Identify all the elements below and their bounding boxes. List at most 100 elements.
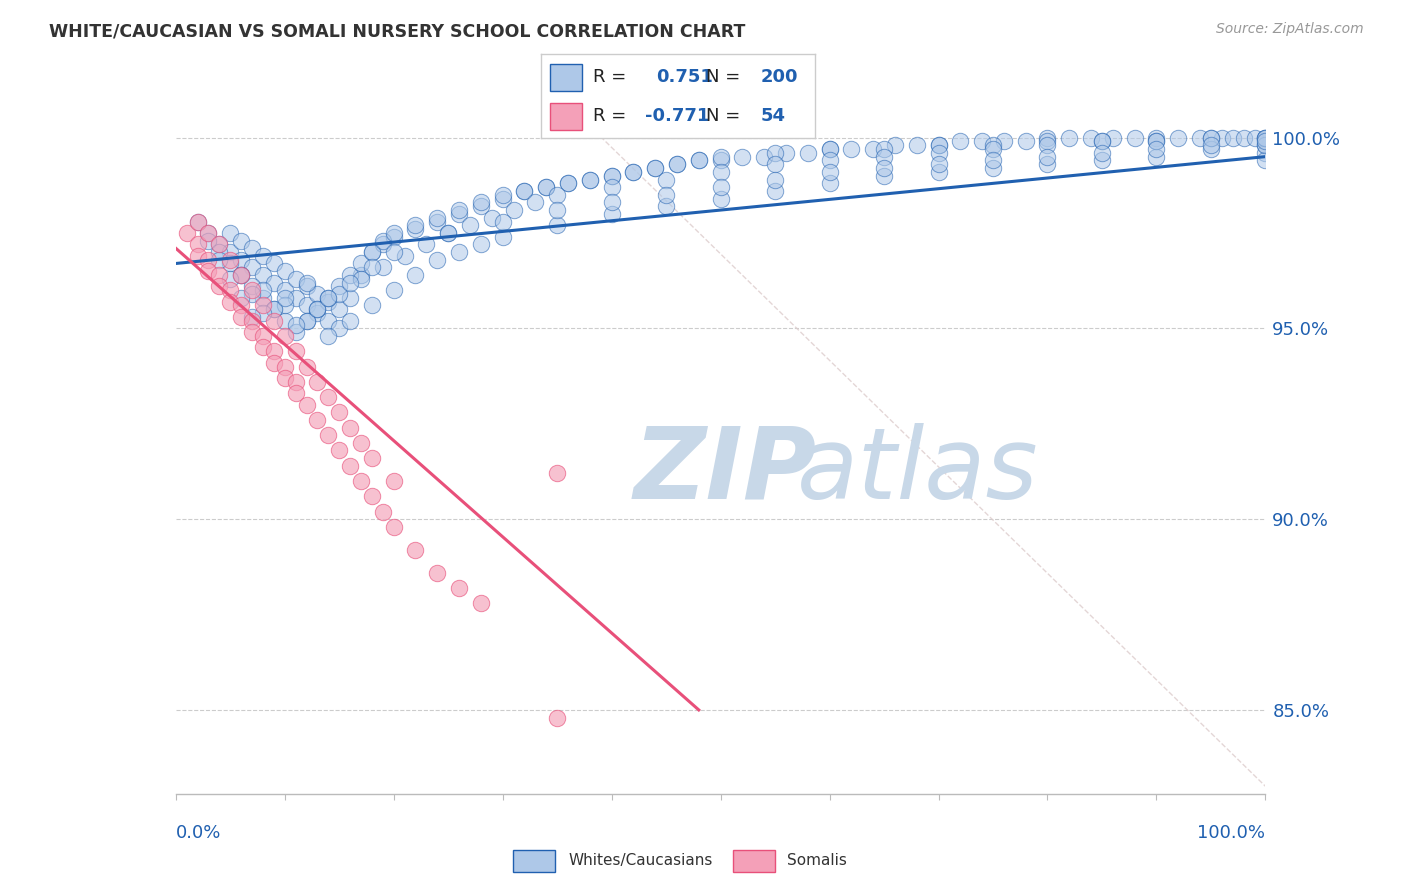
Point	[426, 566, 449, 580]
Point	[688, 153, 710, 168]
Point	[382, 520, 405, 534]
Point	[328, 443, 350, 458]
Point	[382, 245, 405, 260]
Point	[284, 271, 307, 285]
Point	[307, 375, 329, 389]
Point	[382, 229, 405, 244]
Point	[710, 153, 733, 168]
Point	[841, 142, 863, 156]
Point	[284, 325, 307, 339]
Point	[231, 310, 253, 324]
Point	[470, 237, 492, 252]
Point	[382, 283, 405, 297]
Point	[405, 219, 427, 233]
Point	[360, 245, 382, 260]
Point	[437, 226, 460, 240]
Point	[231, 252, 253, 267]
Text: Somalis: Somalis	[787, 854, 848, 868]
Point	[862, 142, 884, 156]
Point	[644, 161, 666, 175]
Point	[458, 219, 481, 233]
Point	[339, 291, 361, 305]
Text: ZIP: ZIP	[633, 423, 817, 519]
Point	[1144, 150, 1167, 164]
Point	[208, 237, 231, 252]
Point	[219, 283, 242, 297]
Point	[621, 165, 644, 179]
Point	[263, 356, 285, 370]
Point	[655, 187, 678, 202]
Point	[1254, 135, 1277, 149]
Point	[318, 428, 340, 442]
Point	[252, 283, 274, 297]
Point	[1144, 135, 1167, 149]
Point	[295, 298, 318, 312]
Point	[274, 264, 297, 278]
Point	[350, 474, 373, 488]
Point	[644, 161, 666, 175]
Point	[492, 192, 515, 206]
Point	[492, 229, 515, 244]
Point	[318, 329, 340, 343]
Point	[219, 245, 242, 260]
Point	[197, 264, 219, 278]
Point	[371, 260, 394, 275]
Point	[905, 138, 928, 153]
Point	[252, 306, 274, 320]
Point	[546, 219, 568, 233]
Point	[981, 138, 1004, 153]
Point	[371, 234, 394, 248]
Point	[339, 276, 361, 290]
Point	[360, 245, 382, 260]
Point	[176, 226, 198, 240]
Point	[328, 287, 350, 301]
Point	[1036, 135, 1059, 149]
Point	[328, 405, 350, 419]
Point	[873, 169, 896, 183]
Point	[928, 165, 950, 179]
Point	[1144, 142, 1167, 156]
Text: 0.751: 0.751	[657, 69, 713, 87]
Point	[307, 302, 329, 317]
Point	[252, 249, 274, 263]
Point	[775, 145, 797, 160]
Point	[186, 237, 209, 252]
Point	[318, 291, 340, 305]
Point	[208, 237, 231, 252]
Point	[1254, 145, 1277, 160]
Point	[492, 187, 515, 202]
Point	[328, 302, 350, 317]
Text: R =: R =	[593, 69, 633, 87]
Point	[382, 226, 405, 240]
Point	[884, 138, 907, 153]
Point	[1254, 138, 1277, 153]
Point	[219, 271, 242, 285]
Text: 0.0%: 0.0%	[176, 824, 221, 842]
Point	[731, 150, 754, 164]
Point	[252, 268, 274, 282]
Point	[1080, 130, 1102, 145]
Point	[339, 420, 361, 434]
Point	[1036, 130, 1059, 145]
Point	[666, 157, 689, 171]
Point	[763, 145, 786, 160]
Point	[710, 165, 733, 179]
Point	[240, 241, 263, 255]
Point	[231, 234, 253, 248]
Point	[534, 180, 557, 194]
Point	[754, 150, 776, 164]
Point	[252, 291, 274, 305]
Point	[1123, 130, 1146, 145]
Point	[274, 298, 297, 312]
Point	[447, 203, 470, 218]
Point	[274, 371, 297, 385]
Point	[1243, 130, 1265, 145]
Point	[240, 279, 263, 293]
Point	[502, 203, 524, 218]
Point	[981, 161, 1004, 175]
Point	[513, 184, 536, 198]
Point	[208, 245, 231, 260]
Point	[600, 180, 623, 194]
Point	[318, 294, 340, 309]
Point	[240, 287, 263, 301]
